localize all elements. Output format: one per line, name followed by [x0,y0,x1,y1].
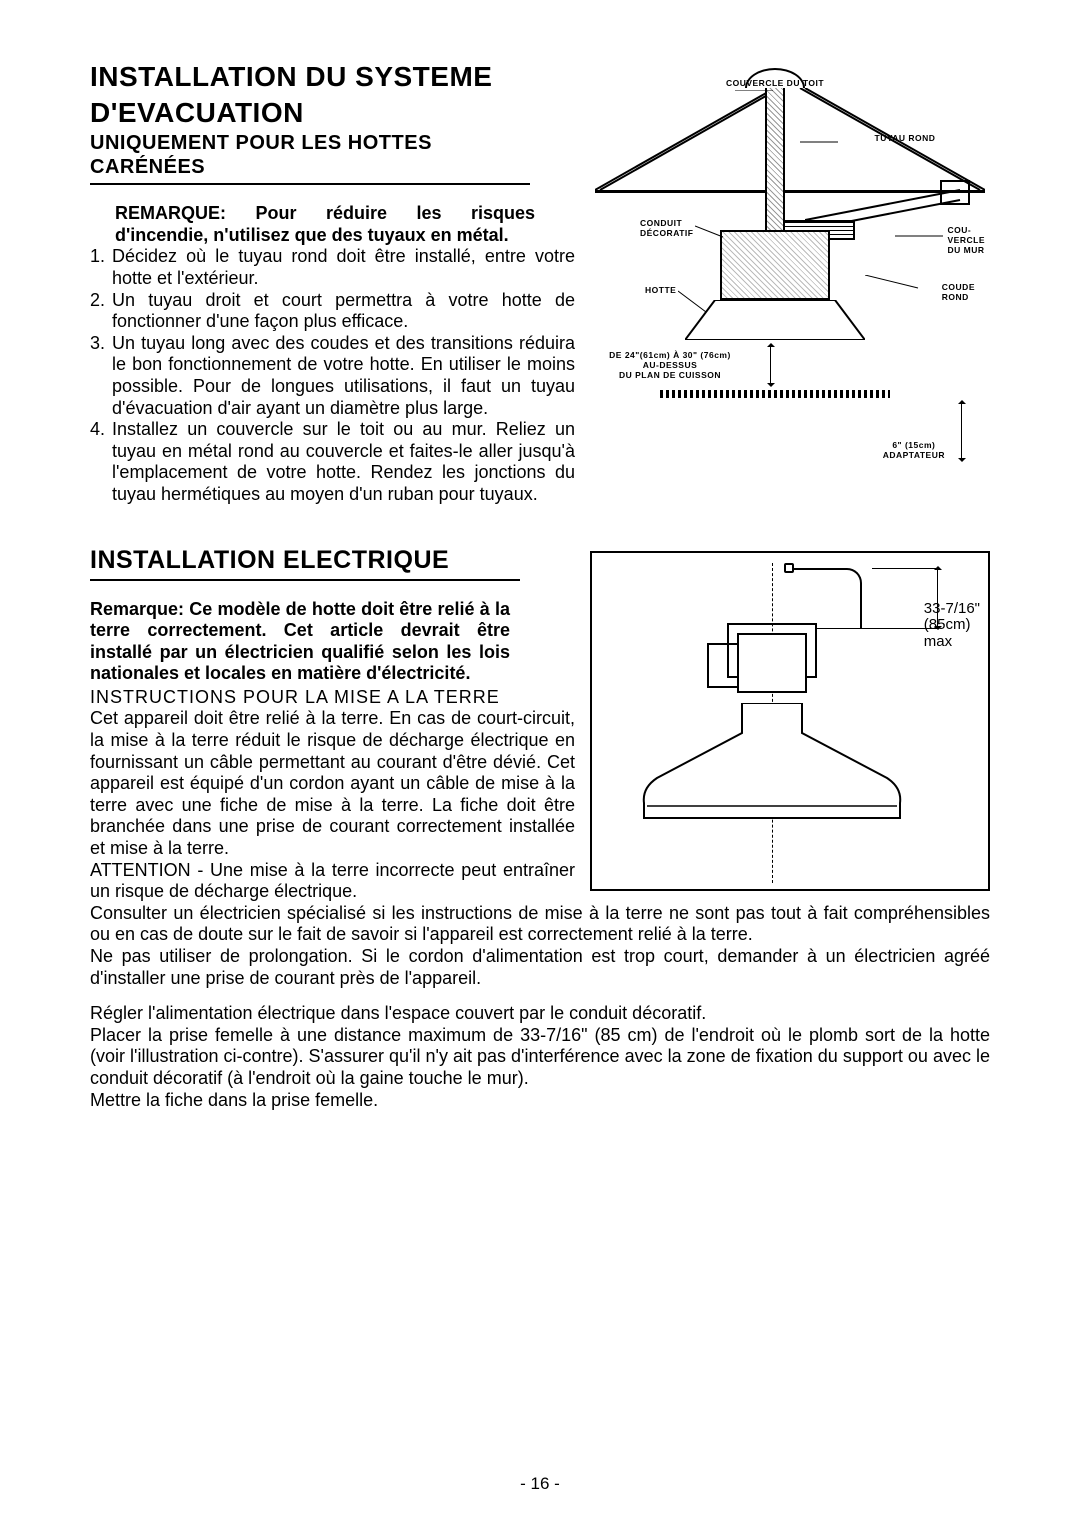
section2-para3: Consulter un électricien spécialisé si l… [90,903,990,946]
section2-title: INSTALLATION ELECTRIQUE [90,546,530,575]
section-electrique: 33-7/16" (85cm) max INSTALLATION ELECTRI… [90,546,990,1112]
list-item: Décidez où le tuyau rond doit être insta… [112,246,575,289]
section1-note: REMARQUE: Pour réduire les risques d'inc… [115,203,535,246]
page-number: - 16 - [0,1474,1080,1494]
list-item: Un tuyau long avec des coudes et des tra… [112,333,575,419]
section1-title-line2: D'EVACUATION [90,96,530,130]
section2-para6: Placer la prise femelle à une distance m… [90,1025,990,1090]
label-decorative-duct: CONDUIT DÉCORATIF [640,218,693,238]
label-adapter: 6" (15cm) ADAPTATEUR [883,440,945,460]
section1-title-line1: INSTALLATION DU SYSTEME [90,60,530,94]
section1-subtitle-line2: CARÉNÉES [90,155,530,179]
section2-para5: Régler l'alimentation électrique dans l'… [90,1003,990,1025]
label-clearance: DE 24"(61cm) À 30" (76cm) AU-DESSUS DU P… [590,350,750,381]
diagram-duct-system: COUVERCLE DU TOIT TUYAU ROND CONDUIT DÉC… [590,60,990,460]
diagram-electrical: 33-7/16" (85cm) max [590,551,990,891]
grounding-heading: INSTRUCTIONS POUR LA MISE A LA TERRE [90,687,510,709]
section1-subtitle-line1: UNIQUEMENT POUR LES HOTTES [90,131,530,155]
label-max-dimension: 33-7/16" (85cm) max [924,601,980,651]
label-roof-cap: COUVERCLE DU TOIT [715,78,835,88]
label-hood: HOTTE [645,285,676,295]
section2-note: Remarque: Ce modèle de hotte doit être r… [90,599,510,685]
label-wall-cap: COU- VERCLE DU MUR [948,225,985,256]
section2-para4: Ne pas utiliser de prolongation. Si le c… [90,946,990,989]
section-evacuation: COUVERCLE DU TOIT TUYAU ROND CONDUIT DÉC… [90,60,990,506]
list-item: Un tuyau droit et court permettra à votr… [112,290,575,333]
label-round-duct: TUYAU ROND [860,133,950,143]
list-item: Installez un couvercle sur le toit ou au… [112,419,575,505]
section2-para7: Mettre la fiche dans la prise femelle. [90,1090,990,1112]
label-elbow: COUDE ROND [942,282,975,302]
